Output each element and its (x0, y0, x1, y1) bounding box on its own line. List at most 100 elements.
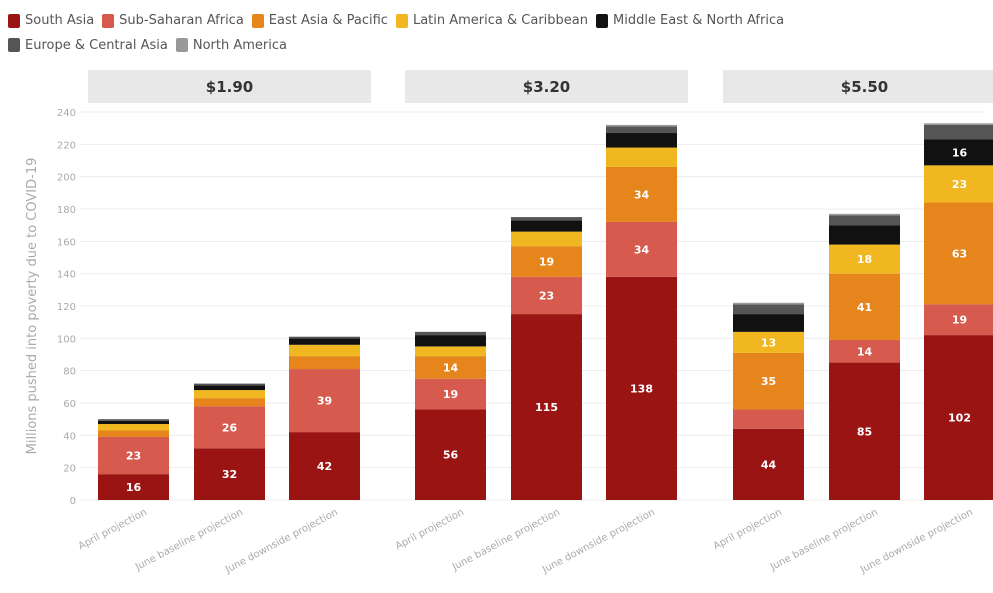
legend-swatch (8, 38, 20, 52)
data-label: 115 (535, 401, 558, 414)
y-tick-label: 160 (57, 237, 76, 248)
data-label: 102 (948, 412, 971, 425)
data-label: 42 (317, 460, 332, 473)
panel-header (723, 70, 993, 103)
y-tick-label: 200 (57, 173, 76, 184)
panel: $3.20 56 19 14 115 23 19 138 34 34 (405, 70, 688, 500)
panel: $5.50 44 35 13 85 14 41 18 102 19 63 23 16 (723, 70, 993, 500)
data-label: 19 (443, 388, 458, 401)
y-tick-label: 40 (63, 431, 76, 442)
bar-segment (511, 246, 582, 277)
panel-header (405, 70, 688, 103)
bar-segment (924, 123, 993, 125)
y-tick-label: 80 (63, 367, 76, 378)
y-axis-label: Millions pushed into poverty due to COVI… (25, 158, 40, 455)
bar-segment (733, 409, 804, 429)
y-tick-label: 220 (57, 140, 76, 151)
panel-title: $5.50 (841, 78, 888, 96)
data-label: 14 (857, 345, 873, 358)
data-label: 41 (857, 301, 872, 314)
bar-segment (606, 124, 677, 127)
data-label: 19 (539, 256, 554, 269)
legend-label: South Asia (25, 13, 95, 28)
legend-item: North America (175, 35, 287, 56)
y-tick-label: 140 (57, 270, 76, 281)
bar-segment (289, 369, 360, 433)
data-label: 63 (952, 247, 967, 260)
bar-segment (98, 419, 169, 421)
legend-swatch (102, 13, 115, 28)
legend-item: Middle East & North Africa (595, 10, 785, 31)
legend-label: Sub-Saharan Africa (119, 13, 244, 28)
bar-segment (924, 139, 993, 166)
legend-swatch (175, 38, 188, 52)
bar-segment (415, 356, 486, 379)
bar-segment (924, 124, 993, 140)
bar-segment (606, 133, 677, 148)
data-label: 19 (952, 314, 967, 327)
data-label: 26 (222, 421, 238, 434)
y-tick-label: 180 (57, 205, 76, 216)
bar-segment (511, 217, 582, 221)
bar-segment (733, 352, 804, 410)
y-tick-label: 100 (57, 334, 76, 345)
legend-item: East Asia & Pacific (251, 10, 388, 31)
y-tick-label: 240 (57, 108, 76, 119)
bar-segment (829, 244, 900, 274)
legend-label: Latin America & Caribbean (412, 13, 588, 28)
data-label: 18 (857, 253, 872, 266)
bar-segment (194, 385, 265, 391)
bar-segment (194, 448, 265, 500)
legend-item: Europe & Central Asia (8, 35, 168, 56)
bar-segment (194, 406, 265, 449)
y-tick-label: 60 (63, 399, 76, 410)
bar-segment (415, 409, 486, 500)
bar-segment (98, 420, 169, 425)
data-label: 39 (317, 395, 332, 408)
bar-segment (606, 126, 677, 134)
legend-swatch (395, 13, 408, 28)
bar-segment (924, 335, 993, 500)
bar-segment (829, 339, 900, 363)
bar-segment (733, 302, 804, 305)
bar-segment (606, 166, 677, 222)
panel-header (88, 70, 371, 103)
legend-swatch (251, 13, 264, 28)
bar-segment (606, 221, 677, 277)
x-tick-label: April projection (394, 507, 466, 552)
y-tick-label: 20 (63, 464, 76, 475)
data-label: 56 (443, 449, 459, 462)
bar-segment (829, 213, 900, 216)
bar-segment (415, 378, 486, 410)
bar-segment (289, 356, 360, 370)
data-label: 23 (126, 450, 141, 463)
data-label: 14 (443, 361, 459, 374)
bar-segment (829, 273, 900, 340)
bar-segment (733, 428, 804, 500)
legend-label: Middle East & North Africa (612, 13, 785, 28)
data-label: 23 (952, 178, 967, 191)
data-label: 16 (126, 481, 142, 494)
y-tick-label: 0 (70, 496, 76, 507)
bar-segment (415, 331, 486, 336)
data-label: 32 (222, 468, 237, 481)
bar-segment (511, 231, 582, 247)
bar-segment (829, 225, 900, 245)
data-label: 23 (539, 289, 554, 302)
bar-segment (829, 215, 900, 226)
legend-label: Europe & Central Asia (25, 37, 168, 53)
bar-segment (415, 346, 486, 357)
bar-segment (924, 304, 993, 336)
bar-segment (98, 436, 169, 475)
bar-segment (289, 432, 360, 500)
bar-segment (194, 390, 265, 399)
x-tick-label: April projection (77, 507, 149, 552)
legend-swatch (8, 13, 20, 28)
data-label: 34 (634, 188, 650, 201)
bar-segment (733, 331, 804, 353)
legend: South Asia Sub-Saharan Africa East Asia & … (8, 10, 908, 59)
bar-segment (415, 335, 486, 347)
data-label: 44 (761, 458, 777, 471)
